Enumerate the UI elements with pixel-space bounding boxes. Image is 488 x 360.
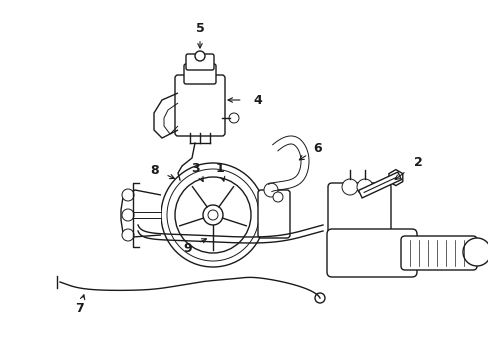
Text: 8: 8	[150, 163, 159, 176]
Circle shape	[264, 183, 278, 197]
Text: 1: 1	[215, 162, 224, 175]
Text: 2: 2	[413, 156, 422, 168]
Circle shape	[195, 51, 204, 61]
Circle shape	[341, 179, 357, 195]
Text: 5: 5	[195, 22, 204, 35]
Text: 6: 6	[313, 141, 322, 154]
Circle shape	[122, 189, 134, 201]
Circle shape	[122, 209, 134, 221]
Text: 4: 4	[253, 94, 262, 107]
Text: 3: 3	[191, 162, 200, 175]
Circle shape	[161, 163, 264, 267]
FancyBboxPatch shape	[183, 64, 216, 84]
Text: 7: 7	[76, 302, 84, 315]
Polygon shape	[121, 190, 161, 237]
Polygon shape	[388, 170, 402, 186]
Circle shape	[462, 238, 488, 266]
Circle shape	[314, 293, 325, 303]
Circle shape	[272, 192, 283, 202]
FancyBboxPatch shape	[185, 54, 214, 70]
Circle shape	[228, 113, 239, 123]
Circle shape	[203, 205, 223, 225]
FancyBboxPatch shape	[326, 229, 416, 277]
FancyBboxPatch shape	[258, 190, 289, 238]
Text: 9: 9	[183, 242, 192, 255]
FancyBboxPatch shape	[400, 236, 476, 270]
Circle shape	[356, 179, 372, 195]
Circle shape	[167, 169, 259, 261]
Circle shape	[122, 229, 134, 241]
FancyBboxPatch shape	[327, 183, 390, 241]
Circle shape	[175, 177, 250, 253]
FancyBboxPatch shape	[175, 75, 224, 136]
Circle shape	[207, 210, 218, 220]
